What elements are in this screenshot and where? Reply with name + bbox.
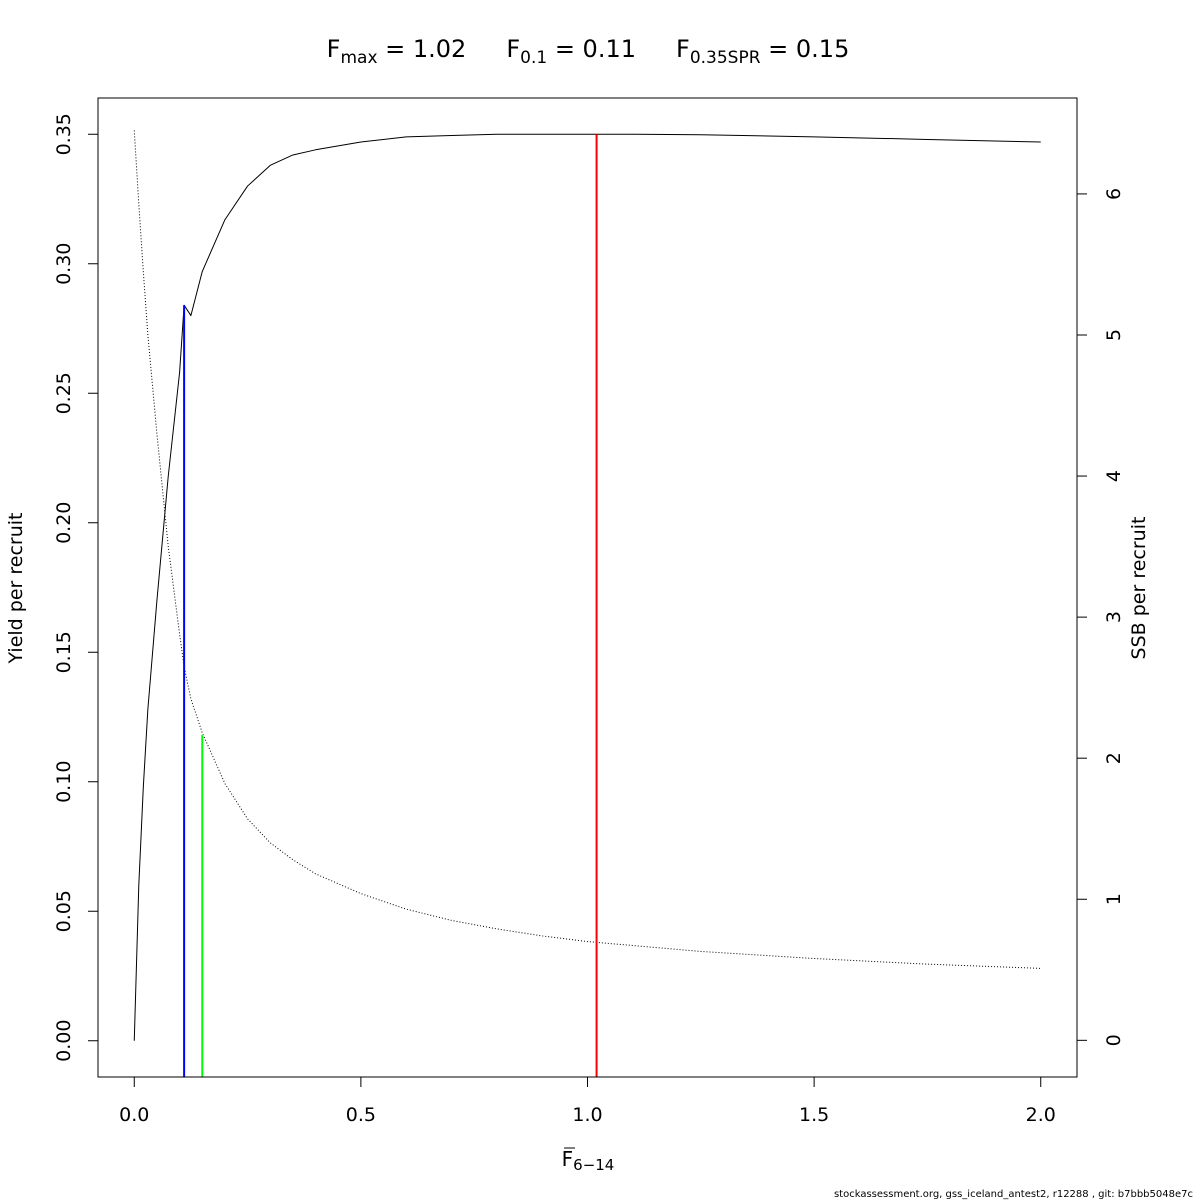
title-symbol: F (506, 35, 520, 63)
y-left-tick-label: 0.30 (53, 243, 75, 285)
title-subscript: 0.1 (520, 48, 547, 68)
x-tick-label: 1.0 (572, 1104, 602, 1126)
plot-frame (97, 97, 1078, 1078)
title-subscript: max (340, 48, 377, 68)
reference-lines (183, 134, 598, 1077)
footer-caption: stockassessment.org, gss_iceland_antest2… (834, 1189, 1193, 1200)
x-tick-label: 0.5 (346, 1104, 376, 1126)
x-label-symbol: F (562, 1147, 574, 1171)
x-axis-label-text: F6−14 (562, 1147, 615, 1174)
x-tick-label: 1.5 (799, 1104, 829, 1126)
y-left-tick-label: 0.25 (53, 372, 75, 414)
y-right-tick-label: 5 (1103, 329, 1125, 341)
y-left-tick-label: 0.00 (53, 1020, 75, 1062)
chart-title-text: Fmax = 1.02 F0.1 = 0.11 F0.35SPR = 0.15 (327, 35, 850, 68)
y-left-tick-label: 0.05 (53, 890, 75, 932)
x-label-subscript: 6−14 (573, 1156, 614, 1174)
y-right-tick-label: 3 (1103, 611, 1125, 623)
x-axis-label: F6−14 (562, 1147, 615, 1174)
title-value: = 1.02 (378, 35, 467, 63)
y-right-tick-label: 1 (1103, 893, 1125, 905)
y-left-tick-label: 0.20 (53, 502, 75, 544)
y-left-tick-label: 0.35 (53, 113, 75, 155)
title-value: = 0.15 (761, 35, 850, 63)
title-subscript: 0.35SPR (690, 48, 761, 68)
y-axis-left-label: Yield per recruit (5, 513, 27, 665)
series-group (133, 130, 1041, 1041)
title-symbol: F (676, 35, 690, 63)
x-tick-label: 2.0 (1026, 1104, 1056, 1126)
y-right-tick-label: 2 (1103, 752, 1125, 764)
title-value: = 0.11 (547, 35, 636, 63)
title-symbol: F (327, 35, 341, 63)
y-right-tick-label: 6 (1103, 188, 1125, 200)
y-left-tick-label: 0.10 (53, 761, 75, 803)
ssb-per-recruit-line (133, 130, 1041, 969)
yield-per-recruit-line (133, 133, 1041, 1041)
chart-title: Fmax = 1.02 F0.1 = 0.11 F0.35SPR = 0.15 (327, 35, 850, 68)
y-left-tick-label: 0.15 (53, 631, 75, 673)
y-right-tick-label: 0 (1103, 1034, 1125, 1046)
y-right-tick-label: 4 (1103, 470, 1125, 482)
y-axis-left: 0.00 0.05 0.10 0.15 0.20 0.25 0.30 0.35 (53, 113, 99, 1062)
y-axis-right-label: SSB per recruit (1128, 517, 1150, 660)
y-axis-right: 0 1 2 3 4 5 6 (1076, 188, 1125, 1046)
x-tick-label: 0.0 (119, 1104, 149, 1126)
x-axis: 0.0 0.5 1.0 1.5 2.0 (119, 1076, 1056, 1126)
